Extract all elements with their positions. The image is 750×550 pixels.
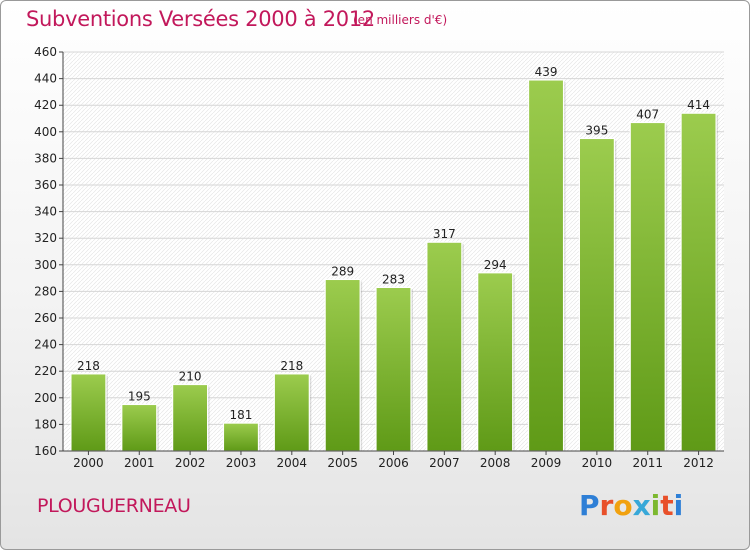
axes: 160 180 200 220 240 260 280 300 320 340 360 380 400 4… [34,45,724,470]
x-tick-label: 2012 [683,456,714,470]
x-tick-label: 2008 [480,456,511,470]
bar-value-label: 439 [535,65,558,79]
y-tick-label: 440 [34,72,57,86]
bar [629,121,666,452]
logo-letter: i [650,489,661,522]
bar [273,373,310,452]
x-tick-label: 2002 [175,456,206,470]
bar [426,241,463,452]
x-tick-label: 2003 [226,456,257,470]
bar-value-label: 407 [636,107,659,121]
x-tick-label: 2009 [531,456,562,470]
y-tick-label: 360 [34,178,57,192]
x-tick-label: 2006 [378,456,409,470]
y-tick-label: 160 [34,444,57,458]
commune-name: PLOUGUERNEAU [37,495,191,517]
x-tick-label: 2010 [582,456,613,470]
logo-letter: o [613,489,633,522]
bar [324,278,361,452]
bar [70,373,107,452]
y-tick-label: 200 [34,391,57,405]
y-tick-label: 320 [34,231,57,245]
y-tick-label: 400 [34,125,57,139]
bar [121,403,158,452]
logo-letter: t [660,489,674,522]
y-tick-label: 460 [34,45,57,59]
y-tick-label: 280 [34,284,57,298]
chart-title: Subventions Versées 2000 à 2012 [26,7,375,31]
bar-value-label: 181 [230,408,253,422]
bar-value-label: 317 [433,227,456,241]
y-tick-label: 220 [34,364,57,378]
x-tick-label: 2004 [277,456,308,470]
bar [375,286,412,452]
y-tick-label: 420 [34,98,57,112]
bar-value-label: 210 [179,370,202,384]
y-tick-label: 380 [34,151,57,165]
bar [578,137,615,452]
bar [477,272,514,452]
x-tick-label: 2005 [327,456,358,470]
x-tick-label: 2007 [429,456,460,470]
y-tick-label: 240 [34,338,57,352]
bar [222,422,260,452]
y-tick-label: 260 [34,311,57,325]
bar-value-label: 218 [280,359,303,373]
bar [680,112,717,452]
chart-subtitle: (en milliers d'€) [353,13,448,27]
proxiti-logo-text: Proxiti [579,489,683,522]
bar-value-label: 395 [585,123,608,137]
logo-letter: x [632,489,651,522]
x-tick-label: 2011 [632,456,663,470]
bar-value-label: 294 [484,258,507,272]
bar [527,79,565,452]
proxiti-logo[interactable]: Proxiti [579,489,683,522]
x-tick-label: 2000 [73,456,104,470]
bar-value-label: 218 [77,359,100,373]
y-tick-label: 180 [34,417,57,431]
logo-letter: P [579,489,600,522]
logo-letter: i [673,489,684,522]
bar-value-label: 195 [128,389,151,403]
y-tick-label: 300 [34,258,57,272]
bar-value-label: 289 [331,264,354,278]
logo-letter: r [599,489,614,522]
bar-value-label: 414 [687,98,710,112]
bar [172,383,209,452]
y-tick-label: 340 [34,205,57,219]
x-tick-label: 2001 [124,456,155,470]
bar-value-label: 283 [382,272,405,286]
